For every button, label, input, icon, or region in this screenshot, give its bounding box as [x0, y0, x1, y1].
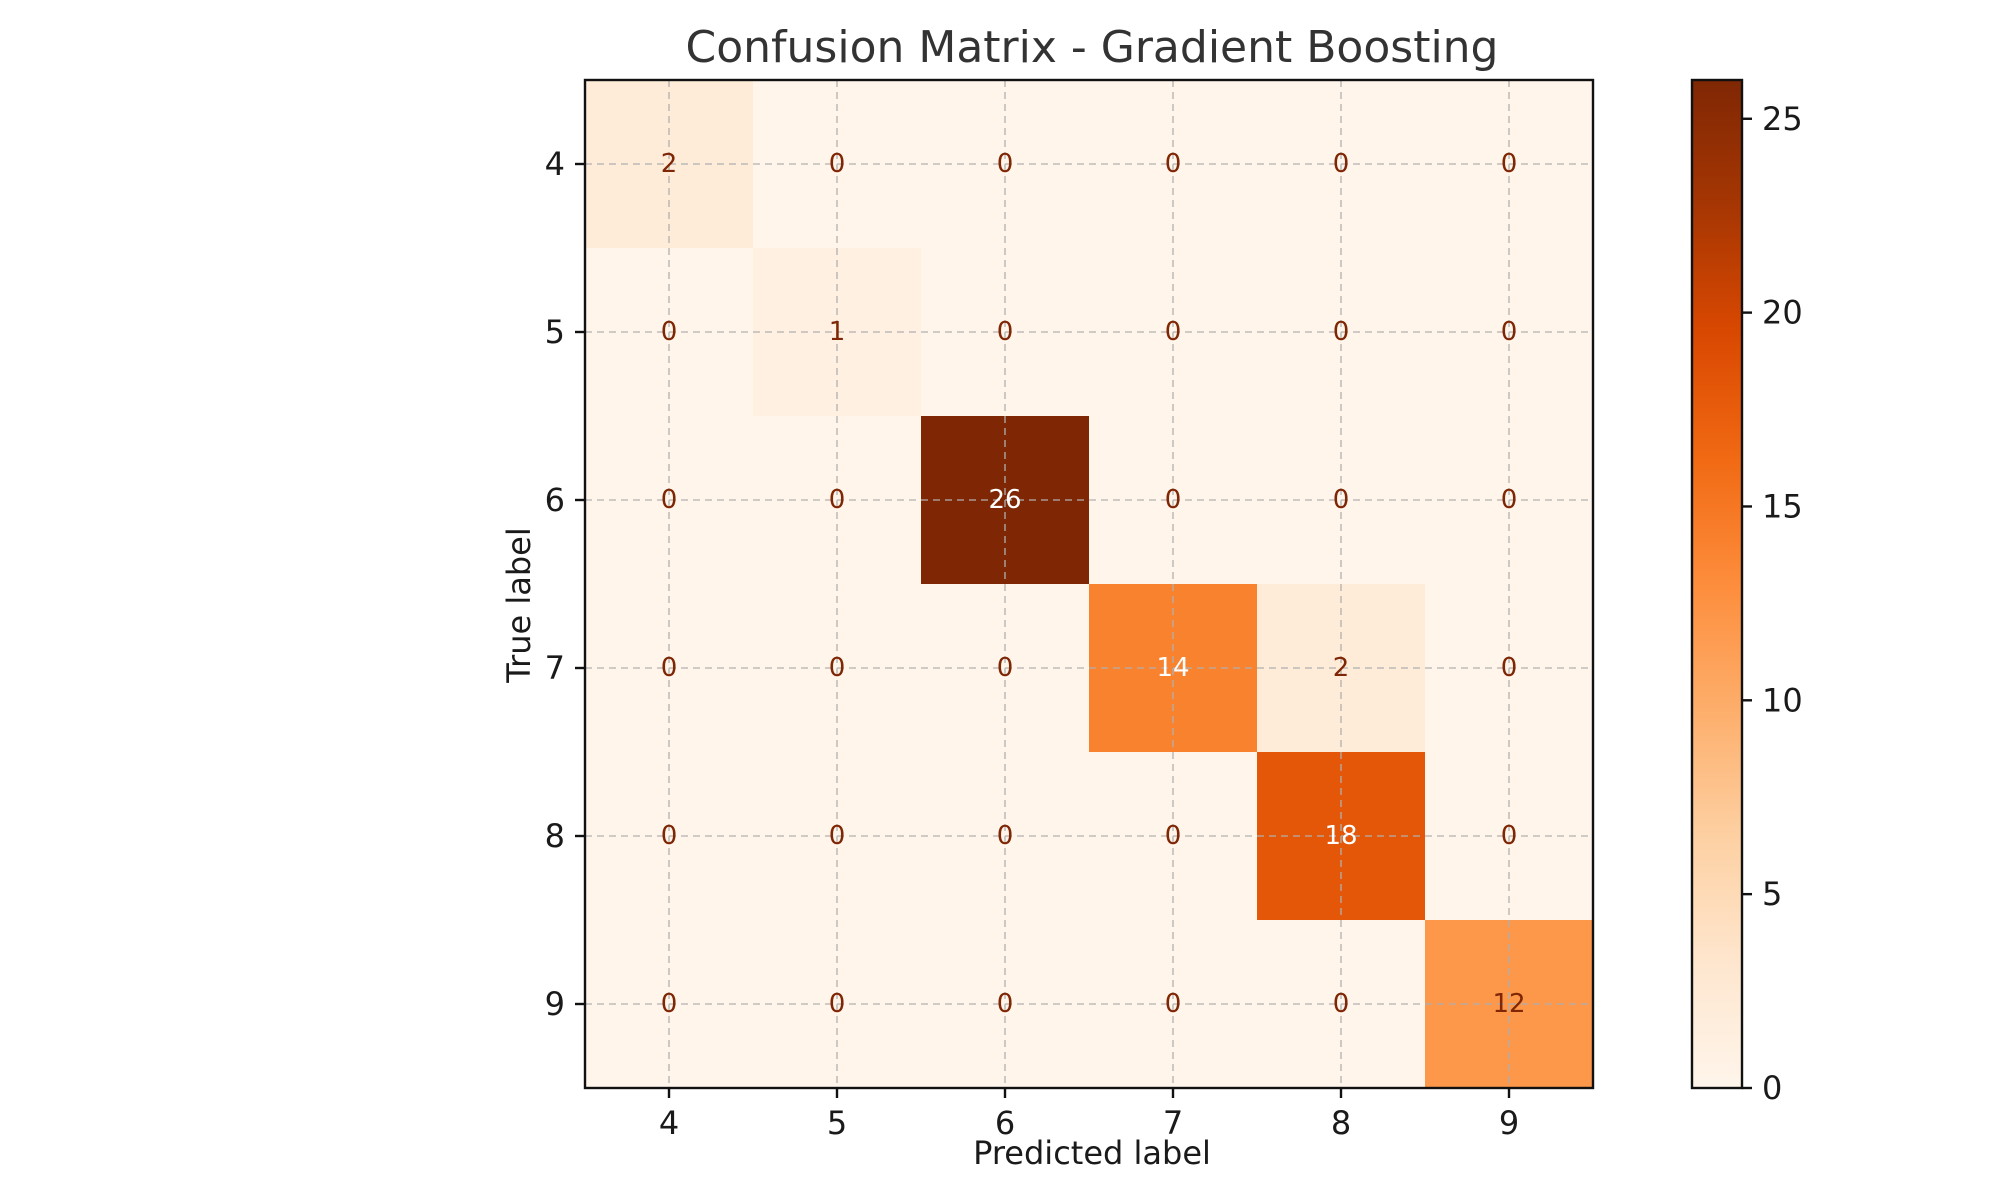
- cell-value-label: 26: [988, 485, 1021, 515]
- chart-title: Confusion Matrix - Gradient Boosting: [686, 22, 1499, 73]
- x-tick-label: 9: [1499, 1104, 1519, 1142]
- cell-value-label: 0: [1501, 485, 1518, 515]
- x-axis-label: Predicted label: [973, 1134, 1211, 1172]
- cell-value-label: 18: [1324, 821, 1357, 851]
- y-axis-ticks: 4 5 6 7 8 9: [545, 145, 585, 1023]
- x-tick-label: 6: [995, 1104, 1015, 1142]
- cell-value-label: 0: [829, 653, 846, 683]
- y-tick-label: 8: [545, 817, 565, 855]
- cell-value-label: 2: [1333, 653, 1350, 683]
- cell-value-label: 0: [997, 989, 1014, 1019]
- colorbar-tick-label: 0: [1762, 1069, 1782, 1107]
- cell-value-label: 0: [997, 821, 1014, 851]
- y-tick-label: 5: [545, 313, 565, 351]
- cell-value-label: 0: [997, 317, 1014, 347]
- colorbar-tick-label: 15: [1762, 487, 1803, 525]
- cell-value-label: 12: [1492, 989, 1525, 1019]
- cell-value-label: 0: [1165, 149, 1182, 179]
- cell-value-label: 2: [661, 149, 678, 179]
- y-tick-label: 6: [545, 481, 565, 519]
- colorbar-tick-label: 20: [1762, 294, 1803, 332]
- cell-value-label: 0: [661, 653, 678, 683]
- cell-value-label: 0: [1165, 317, 1182, 347]
- cell-value-label: 0: [661, 485, 678, 515]
- cell-value-label: 0: [1165, 989, 1182, 1019]
- grid-lines: [585, 80, 1593, 1088]
- cell-value-label: 0: [1501, 653, 1518, 683]
- plot-frame: [583, 78, 1595, 1090]
- cell-value-label: 0: [829, 149, 846, 179]
- cell-value-labels: 2 0 0 0 0 0 0 1 0 0 0 0 0 0 26 0 0 0 0 0 0 14 2 0 0 0 0 0 18 0 0 0 0 0 0 12: [661, 149, 1526, 1019]
- cell-value-label: 0: [1501, 317, 1518, 347]
- y-tick-label: 4: [545, 145, 565, 183]
- cell-value-label: 0: [661, 317, 678, 347]
- cell-value-label: 0: [661, 821, 678, 851]
- y-tick-label: 9: [545, 985, 565, 1023]
- colorbar: 0 5 10 15 20 25: [1690, 78, 1803, 1107]
- cell-value-label: 0: [1333, 317, 1350, 347]
- cell-value-label: 1: [829, 317, 846, 347]
- cell-value-label: 0: [997, 149, 1014, 179]
- x-axis-ticks: 4 5 6 7 8 9: [659, 1088, 1519, 1142]
- cell-value-label: 0: [1165, 485, 1182, 515]
- cell-value-label: 0: [1501, 821, 1518, 851]
- cell-value-label: 0: [829, 821, 846, 851]
- x-tick-label: 8: [1331, 1104, 1351, 1142]
- heatmap-cells: [585, 80, 1594, 1089]
- cell-value-label: 0: [1501, 149, 1518, 179]
- x-tick-label: 5: [827, 1104, 847, 1142]
- cell-value-label: 0: [1165, 821, 1182, 851]
- x-tick-label: 7: [1163, 1104, 1183, 1142]
- cell-value-label: 0: [829, 485, 846, 515]
- cell-value-label: 0: [1333, 485, 1350, 515]
- x-tick-label: 4: [659, 1104, 679, 1142]
- colorbar-tick-label: 5: [1762, 875, 1782, 913]
- y-axis-label: True label: [500, 527, 538, 684]
- colorbar-gradient: [1692, 80, 1742, 1088]
- y-tick-label: 7: [545, 649, 565, 687]
- cell-value-label: 0: [1333, 149, 1350, 179]
- cell-value-label: 14: [1156, 653, 1189, 683]
- cell-value-label: 0: [661, 989, 678, 1019]
- cell-value-label: 0: [997, 653, 1014, 683]
- colorbar-tick-label: 25: [1762, 100, 1803, 138]
- colorbar-tick-label: 10: [1762, 681, 1803, 719]
- cell-value-label: 0: [1333, 989, 1350, 1019]
- cell-value-label: 0: [829, 989, 846, 1019]
- colorbar-frame: [1690, 78, 1744, 1090]
